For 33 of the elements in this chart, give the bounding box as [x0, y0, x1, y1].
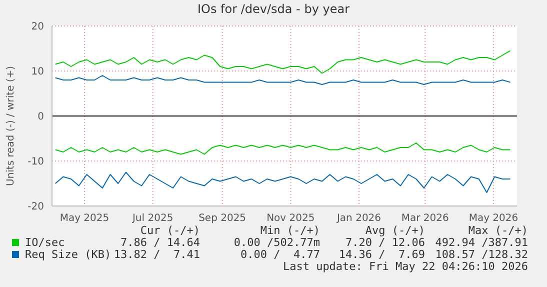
- y-axis-title: Units read (-) / write (+): [6, 66, 17, 186]
- text: 14.36 / 7.69: [338, 248, 425, 261]
- x-tick-label: May 2025: [60, 213, 110, 224]
- text: 0.00 /502.77m: [234, 236, 320, 249]
- legend-label: IO/sec: [25, 236, 65, 249]
- line-series: [54, 142, 511, 155]
- y-tick-label: 10: [31, 66, 44, 78]
- y-tick-label: -10: [28, 156, 44, 168]
- chart-title: IOs for /dev/sda - by year: [196, 2, 351, 16]
- text: Cur (-/+): [140, 224, 200, 237]
- legend-label: Req Size (KB): [25, 248, 112, 261]
- y-tick-label: 0: [38, 112, 44, 123]
- y-tick-label: 20: [31, 22, 44, 33]
- x-tick-label: Jul 2025: [131, 213, 174, 224]
- x-tick-label: Jan 2026: [336, 213, 382, 224]
- text: Avg (-/+): [365, 224, 425, 237]
- text: 13.82 / 7.41: [114, 248, 200, 261]
- text: 7.20 / 12.06: [346, 236, 425, 249]
- text: Last update: Fri May 22 04:26:10 2026: [282, 260, 528, 273]
- line-series: [54, 50, 511, 74]
- x-tick-label: Sep 2025: [198, 213, 246, 224]
- text: 0.00 / 4.77: [240, 248, 320, 261]
- line-series: [54, 75, 511, 85]
- text: 7.86 / 14.64: [120, 236, 200, 249]
- text: Max (-/+): [468, 224, 528, 237]
- text: Min (-/+): [260, 224, 320, 237]
- x-tick-label: May 2026: [468, 213, 518, 224]
- text: 492.94 /387.91: [435, 236, 528, 249]
- text: 108.57 /128.32: [435, 248, 528, 261]
- y-tick-label: -20: [28, 202, 44, 213]
- line-series: [54, 172, 511, 193]
- x-tick-label: Nov 2025: [266, 213, 315, 224]
- x-tick-label: Mar 2026: [401, 213, 449, 224]
